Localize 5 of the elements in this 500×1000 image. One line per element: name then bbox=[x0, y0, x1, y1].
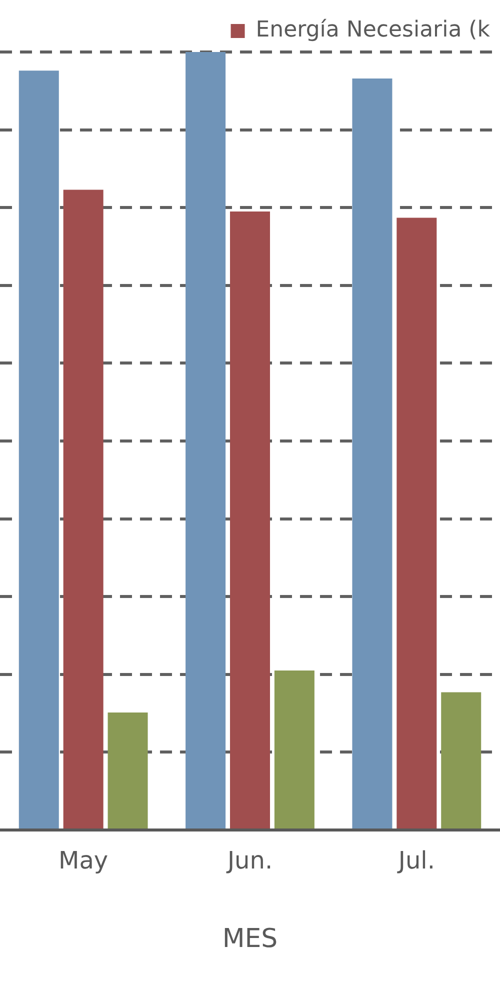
x-axis-title: MES bbox=[222, 924, 278, 954]
legend-label: Energía Necesiaria (k bbox=[256, 18, 490, 43]
x-tick-label: May bbox=[58, 846, 108, 875]
x-tick-label: Jul. bbox=[396, 846, 435, 875]
x-tick-label: Jun. bbox=[225, 846, 273, 875]
